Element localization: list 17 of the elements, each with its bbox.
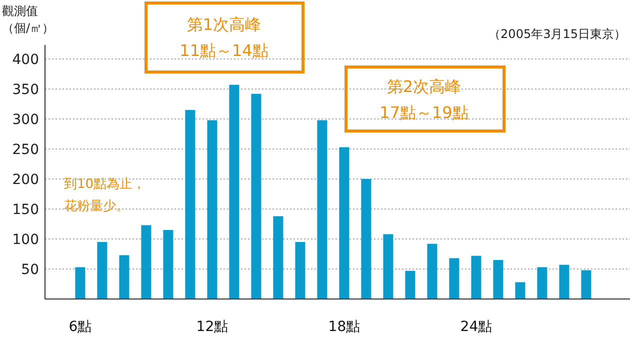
y-tick-label: 150: [12, 202, 39, 218]
x-tick-label: 12點: [196, 319, 228, 335]
x-tick-label: 6點: [68, 319, 92, 335]
y-tick-label: 250: [12, 142, 39, 158]
y-tick-label: 100: [12, 232, 39, 248]
y-axis-title: 觀測值（個/㎡）: [2, 4, 54, 35]
annotation: 到10點為止，花粉量少。: [64, 177, 146, 214]
y-tick-label: 300: [12, 112, 39, 128]
x-tick-label: 24點: [460, 319, 492, 335]
y-tick-label: 400: [12, 52, 39, 68]
y-tick-label: 350: [12, 82, 39, 98]
annotation: 第1次高峰 11點～14點: [180, 15, 268, 60]
annotation: 第2次高峰 17點～19點: [380, 77, 468, 122]
x-tick-label: 18點: [328, 319, 360, 335]
y-tick-label: 50: [21, 262, 39, 278]
chart-subtitle: （2005年3月15日東京）: [488, 27, 626, 41]
y-tick-label: 200: [12, 172, 39, 188]
